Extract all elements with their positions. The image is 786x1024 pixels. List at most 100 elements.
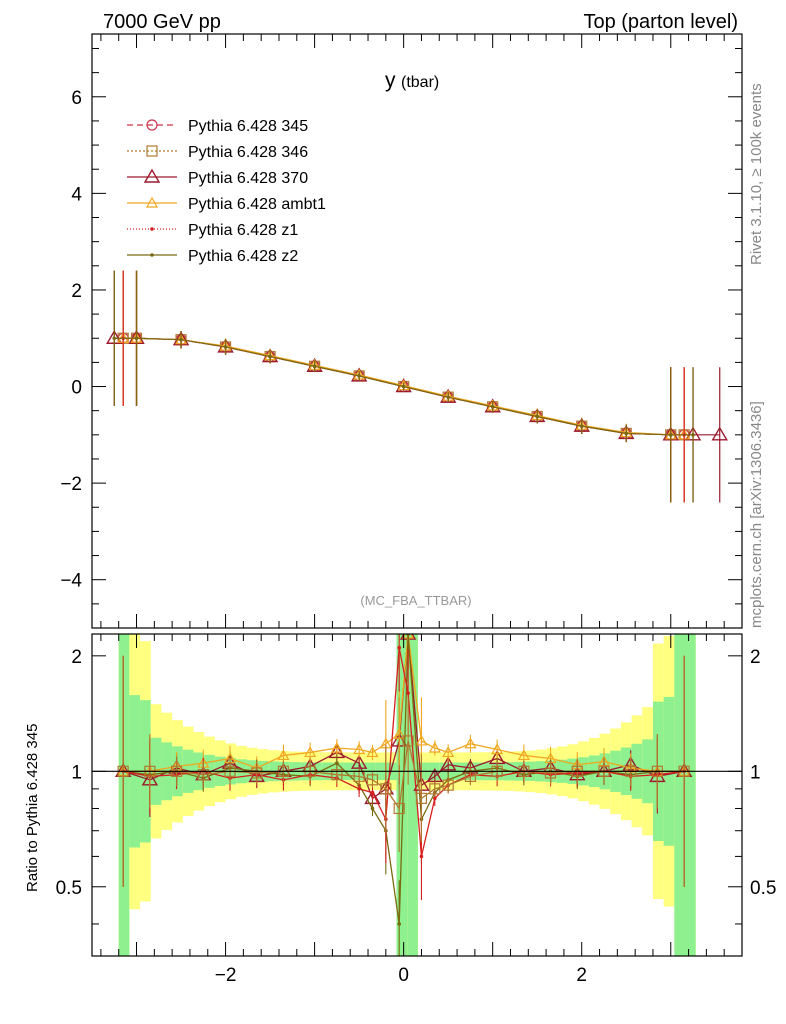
green-band-bin: [685, 634, 696, 956]
legend-item-z1: Pythia 6.428 z1: [127, 222, 298, 239]
ratio-y-tick-label-right: 2: [750, 647, 761, 668]
marker-square: [442, 779, 454, 791]
marker-square: [251, 767, 263, 779]
marker-dot: [223, 345, 228, 349]
series-z2: [112, 270, 695, 503]
header-right: Top (parton level): [583, 11, 738, 33]
marker-square: [380, 783, 392, 795]
marker-triangle: [350, 754, 368, 769]
marker-square: [197, 769, 209, 781]
marker-dot: [312, 364, 317, 369]
marker-triangle: [277, 749, 290, 761]
marker-dot: [397, 645, 401, 650]
marker-dot: [490, 405, 495, 409]
legend-item-p370: Pythia 6.428 370: [127, 168, 308, 187]
marker-dot: [535, 414, 540, 419]
marker-square: [393, 802, 405, 815]
marker-square: [429, 783, 441, 795]
ratio-y-tick-label: 1: [71, 762, 82, 783]
legend-label: Pythia 6.428 z1: [188, 222, 298, 239]
marker-triangle: [491, 743, 504, 755]
mcplots-label: mcplots.cern.ch [arXiv:1306.3436]: [748, 401, 765, 628]
rivet-label: Rivet 3.1.10, ≥ 100k events: [748, 83, 765, 265]
marker-dot: [691, 433, 695, 437]
ratio-y-tick-label: 2: [71, 647, 82, 668]
marker-dot: [357, 374, 361, 378]
ratio-panel-series: [92, 634, 742, 956]
x-tick-label: 0: [398, 965, 409, 986]
marker-dot: [370, 790, 375, 795]
legend-label: Pythia 6.428 ambt1: [188, 196, 326, 213]
marker-triangle: [145, 196, 159, 208]
green-band-bin: [407, 634, 418, 956]
legend-label: Pythia 6.428 346: [188, 144, 308, 161]
marker-dot: [419, 854, 424, 859]
marker-dot: [112, 336, 117, 341]
legend-label: Pythia 6.428 z2: [188, 248, 298, 265]
marker-triangle: [517, 749, 530, 761]
x-tick-label: −2: [215, 965, 237, 986]
legend-item-z2: Pythia 6.428 z2: [127, 248, 298, 265]
main-title-sub: (tbar): [401, 74, 439, 91]
marker-square: [331, 769, 343, 781]
marker-dot: [579, 424, 584, 428]
marker-dot: [179, 337, 183, 342]
marker-triangle: [464, 737, 477, 749]
marker-dot: [397, 922, 401, 926]
watermark: (MC_FBA_TTBAR): [360, 593, 471, 608]
marker-dot: [401, 384, 406, 389]
main-title: y: [385, 69, 396, 92]
ratio-line: [123, 634, 685, 772]
marker-triangle: [415, 734, 428, 746]
marker-dot: [370, 806, 375, 811]
x-tick-label: 2: [576, 965, 587, 986]
green-band-bin: [118, 634, 130, 956]
y-tick-label: 4: [71, 184, 82, 205]
marker-triangle: [711, 426, 728, 441]
main-frame: [91, 33, 743, 629]
marker-dot: [668, 433, 673, 437]
marker-dot: [406, 691, 410, 695]
y-tick-label: −4: [60, 571, 82, 592]
marker-triangle: [330, 741, 343, 753]
green-band-bin: [396, 634, 408, 956]
y-tick-label: 6: [71, 88, 82, 109]
marker-triangle: [439, 756, 457, 771]
legend-label: Pythia 6.428 370: [188, 170, 308, 187]
header-left: 7000 GeV pp: [103, 11, 221, 33]
marker-square: [415, 792, 428, 804]
green-band-bin: [674, 634, 686, 956]
y-tick-label: −2: [60, 474, 82, 495]
ratio-y-tick-label-right: 1: [750, 762, 761, 783]
marker-square: [146, 145, 158, 157]
main-panel-series: [106, 270, 728, 503]
marker-triangle: [353, 743, 366, 755]
series-line: [114, 337, 720, 436]
y-tick-label: 2: [71, 281, 82, 302]
marker-dot: [433, 796, 437, 801]
marker-dot: [446, 395, 450, 399]
marker-square: [402, 735, 414, 747]
marker-dot: [268, 354, 272, 359]
ratio-ylabel: Ratio to Pythia 6.428 345: [24, 724, 41, 892]
legend-label: Pythia 6.428 345: [188, 118, 308, 135]
marker-dot: [150, 253, 154, 257]
marker-dot: [357, 787, 361, 791]
marker-triangle: [143, 168, 161, 183]
ratio-frame: [91, 633, 743, 957]
axes: −2 0 2 −4 −2 0 2 4 6 0.5 0.5 1 1 2 2: [56, 33, 776, 986]
marker-circle: [146, 119, 158, 131]
ratio-y-tick-label-right: 0.5: [750, 878, 776, 899]
marker-dot: [335, 761, 339, 765]
legend: Pythia 6.428 345 Pythia 6.428 346 Pythia 6…: [127, 118, 326, 265]
marker-square: [366, 774, 379, 786]
marker-dot: [134, 336, 139, 341]
marker-dot: [624, 431, 629, 436]
series-p370: [106, 270, 728, 503]
marker-triangle: [393, 727, 406, 739]
marker-triangle: [304, 746, 317, 758]
marker-triangle: [366, 746, 379, 758]
y-tick-label: 0: [71, 378, 82, 399]
ratio-y-tick-label: 0.5: [56, 878, 82, 899]
